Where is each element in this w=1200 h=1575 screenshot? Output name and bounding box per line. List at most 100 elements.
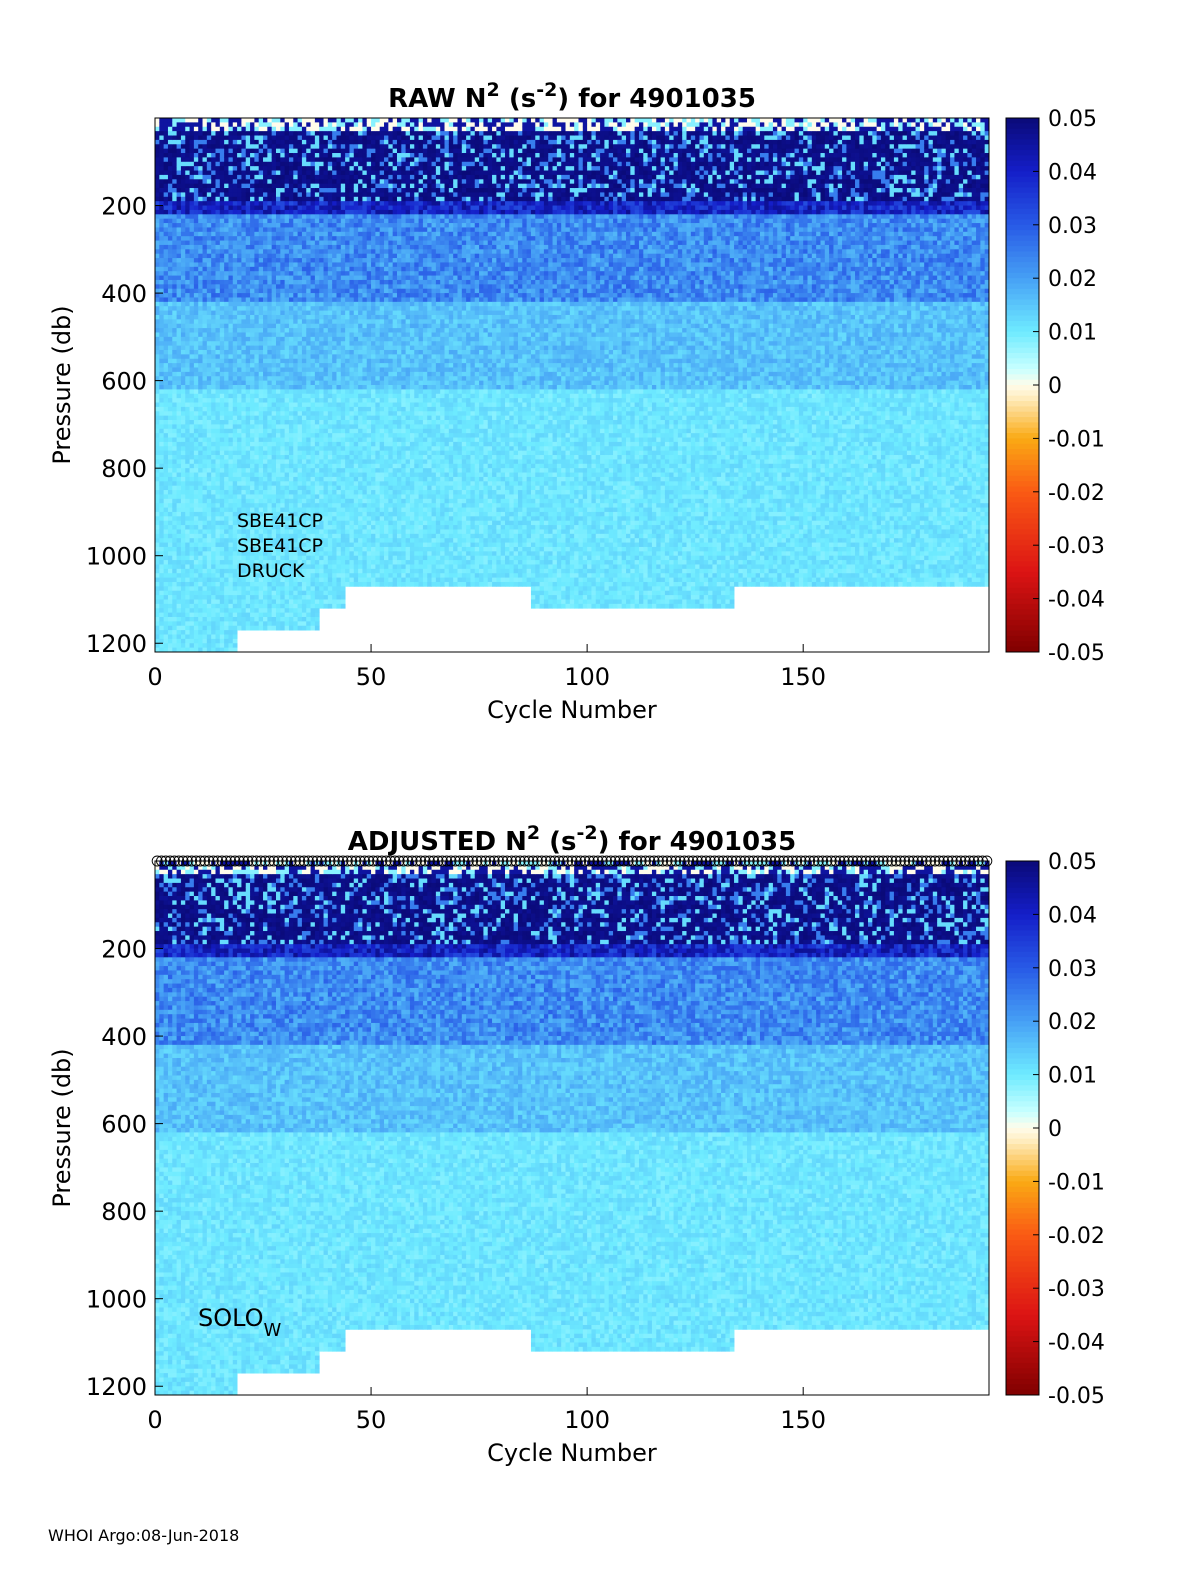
heatmap-cell (241, 258, 246, 263)
heatmap-cell (254, 477, 259, 482)
heatmap-cell (254, 595, 259, 600)
heatmap-cell (164, 140, 169, 145)
heatmap-cell (203, 551, 208, 556)
heatmap-cell (164, 210, 169, 215)
heatmap-cell (207, 166, 212, 171)
heatmap-cell (181, 276, 186, 281)
heatmap-cell (168, 486, 173, 491)
heatmap-cell (224, 354, 229, 359)
heatmap-cell (228, 249, 233, 254)
heatmap-cell (207, 188, 212, 193)
heatmap-cell (194, 219, 199, 224)
heatmap-cell (224, 315, 229, 320)
heatmap-cell (241, 477, 246, 482)
heatmap-cell (211, 241, 216, 246)
heatmap-cell (246, 337, 251, 342)
heatmap-cell (194, 547, 199, 552)
heatmap-cell (228, 429, 233, 434)
heatmap-cell (211, 621, 216, 626)
heatmap-cell (177, 578, 182, 583)
heatmap-cell (250, 503, 255, 508)
heatmap-cell (190, 569, 195, 574)
heatmap-cell (211, 538, 216, 543)
heatmap-cell (185, 512, 190, 517)
heatmap-cell (233, 236, 238, 241)
heatmap-cell (203, 232, 208, 237)
heatmap-cell (164, 551, 169, 556)
heatmap-cell (224, 468, 229, 473)
heatmap-cell (224, 337, 229, 342)
heatmap-cell (237, 586, 242, 591)
heatmap-cell (246, 236, 251, 241)
heatmap-cell (168, 591, 173, 596)
heatmap-cell (216, 219, 221, 224)
heatmap-cell (211, 525, 216, 530)
heatmap-cell (220, 529, 225, 534)
heatmap-cell (164, 547, 169, 552)
heatmap-cell (159, 144, 164, 149)
heatmap-cell (207, 411, 212, 416)
heatmap-cell (190, 534, 195, 539)
heatmap-cell (181, 284, 186, 289)
heatmap-cell (237, 420, 242, 425)
heatmap-cell (254, 324, 259, 329)
heatmap-cell (241, 302, 246, 307)
heatmap-cell (168, 477, 173, 482)
heatmap-cell (207, 586, 212, 591)
heatmap-cell (190, 311, 195, 316)
heatmap-cell (233, 223, 238, 228)
heatmap-cell (224, 608, 229, 613)
heatmap-cell (203, 140, 208, 145)
heatmap-cell (155, 608, 160, 613)
heatmap-cell (228, 363, 233, 368)
heatmap-cell (220, 586, 225, 591)
heatmap-cell (237, 446, 242, 451)
heatmap-cell (198, 473, 203, 478)
heatmap-cell (177, 350, 182, 355)
heatmap-cell (224, 564, 229, 569)
heatmap-cell (241, 328, 246, 333)
heatmap-cell (168, 214, 173, 219)
heatmap-cell (203, 586, 208, 591)
heatmap-cell (190, 302, 195, 307)
heatmap-cell (224, 197, 229, 202)
heatmap-cell (159, 184, 164, 189)
heatmap-cell (155, 599, 160, 604)
heatmap-cell (164, 525, 169, 530)
heatmap-cell (203, 267, 208, 272)
heatmap-cell (172, 508, 177, 513)
heatmap-cell (168, 573, 173, 578)
heatmap-cell (228, 433, 233, 438)
heatmap-cell (159, 508, 164, 513)
heatmap-cell (246, 473, 251, 478)
heatmap-cell (211, 578, 216, 583)
heatmap-cell (220, 276, 225, 281)
heatmap-cell (233, 433, 238, 438)
heatmap-cell (220, 236, 225, 241)
heatmap-cell (181, 516, 186, 521)
heatmap-cell (203, 442, 208, 447)
heatmap-cell (203, 416, 208, 421)
heatmap-cell (207, 556, 212, 561)
heatmap-cell (177, 153, 182, 158)
heatmap-cell (216, 490, 221, 495)
heatmap-cell (250, 381, 255, 386)
heatmap-cell (254, 442, 259, 447)
heatmap-cell (246, 324, 251, 329)
heatmap-cell (168, 420, 173, 425)
heatmap-cell (228, 525, 233, 530)
heatmap-cell (228, 127, 233, 132)
heatmap-cell (207, 258, 212, 263)
heatmap-cell (224, 179, 229, 184)
heatmap-cell (198, 337, 203, 342)
heatmap-cell (185, 385, 190, 390)
heatmap-cell (177, 315, 182, 320)
heatmap-cell (185, 578, 190, 583)
heatmap-cell (203, 297, 208, 302)
heatmap-cell (254, 385, 259, 390)
heatmap-cell (233, 455, 238, 460)
heatmap-cell (237, 455, 242, 460)
heatmap-cell (168, 556, 173, 561)
heatmap-cell (159, 232, 164, 237)
heatmap-cell (207, 276, 212, 281)
